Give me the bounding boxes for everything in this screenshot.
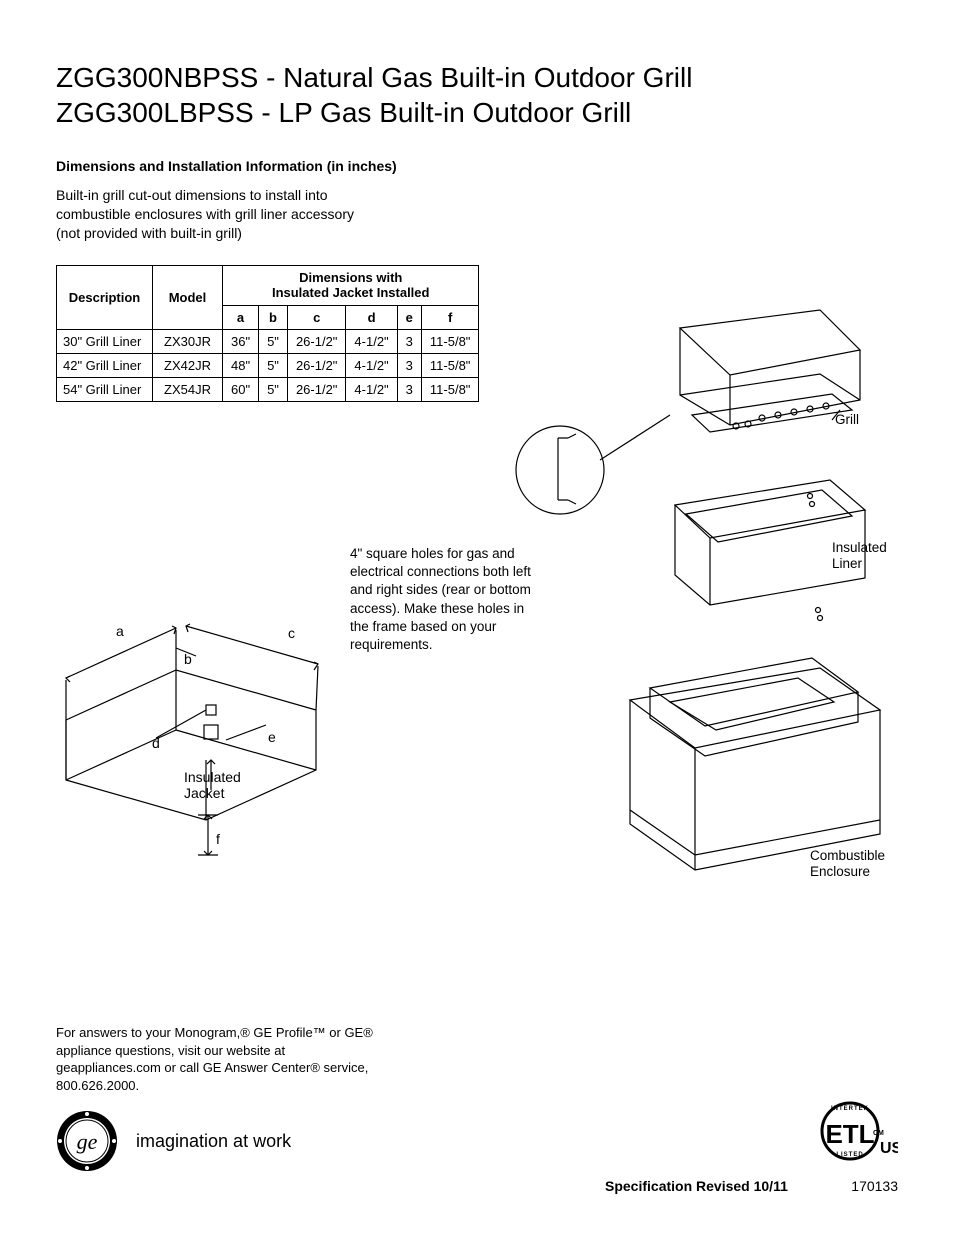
dim-label-c: c bbox=[288, 625, 295, 641]
col-description: Description bbox=[57, 265, 153, 329]
col-f: f bbox=[421, 305, 479, 329]
table-row: 42" Grill Liner ZX42JR 48" 5" 26-1/2" 4-… bbox=[57, 353, 479, 377]
spec-revised: Specification Revised 10/11 bbox=[605, 1178, 788, 1194]
footer-text: For answers to your Monogram,® GE Profil… bbox=[56, 1024, 386, 1094]
label-grill: Grill bbox=[835, 412, 859, 428]
table-row: 30" Grill Liner ZX30JR 36" 5" 26-1/2" 4-… bbox=[57, 329, 479, 353]
dim-label-a: a bbox=[116, 623, 124, 639]
svg-text:ge: ge bbox=[77, 1129, 98, 1154]
label-enclosure: CombustibleEnclosure bbox=[810, 848, 885, 880]
exploded-diagram: Grill InsulatedLiner CombustibleEnclosur… bbox=[510, 300, 900, 880]
table-row: 54" Grill Liner ZX54JR 60" 5" 26-1/2" 4-… bbox=[57, 377, 479, 401]
dim-label-b: b bbox=[184, 651, 192, 667]
svg-text:LISTED: LISTED bbox=[836, 1152, 863, 1158]
intro-text: Built-in grill cut-out dimensions to ins… bbox=[56, 186, 376, 243]
ge-tagline: imagination at work bbox=[136, 1131, 291, 1152]
title-line1: ZGG300NBPSS - Natural Gas Built-in Outdo… bbox=[56, 60, 898, 95]
ge-logo-block: ge imagination at work bbox=[56, 1110, 291, 1172]
svg-text:CM: CM bbox=[873, 1130, 884, 1137]
col-d: d bbox=[346, 305, 397, 329]
dim-label-d: d bbox=[152, 735, 160, 751]
col-b: b bbox=[259, 305, 288, 329]
etl-mark: INTERTEK ETL CM LISTED US bbox=[818, 1095, 898, 1172]
section-subhead: Dimensions and Installation Information … bbox=[56, 158, 898, 174]
page-title-block: ZGG300NBPSS - Natural Gas Built-in Outdo… bbox=[56, 60, 898, 130]
svg-text:ETL: ETL bbox=[825, 1119, 874, 1149]
col-model: Model bbox=[153, 265, 223, 329]
col-e: e bbox=[397, 305, 421, 329]
dim-label-e: e bbox=[268, 729, 276, 745]
etl-logo-icon: INTERTEK ETL CM LISTED US bbox=[818, 1095, 898, 1167]
col-group-dimensions: Dimensions withInsulated Jacket Installe… bbox=[223, 265, 479, 305]
svg-text:INTERTEK: INTERTEK bbox=[831, 1106, 869, 1112]
doc-number: 170133 bbox=[851, 1178, 898, 1194]
label-liner: InsulatedLiner bbox=[832, 540, 887, 572]
cutout-svg: a b c d e f InsulatedJacket bbox=[56, 530, 356, 860]
col-c: c bbox=[287, 305, 345, 329]
dimensions-table: Description Model Dimensions withInsulat… bbox=[56, 265, 479, 402]
exploded-svg bbox=[510, 300, 900, 880]
jacket-label: InsulatedJacket bbox=[184, 769, 241, 801]
svg-text:US: US bbox=[880, 1140, 898, 1157]
ge-logo-icon: ge bbox=[56, 1110, 118, 1172]
dim-label-f: f bbox=[216, 831, 220, 847]
title-line2: ZGG300LBPSS - LP Gas Built-in Outdoor Gr… bbox=[56, 95, 898, 130]
col-a: a bbox=[223, 305, 259, 329]
